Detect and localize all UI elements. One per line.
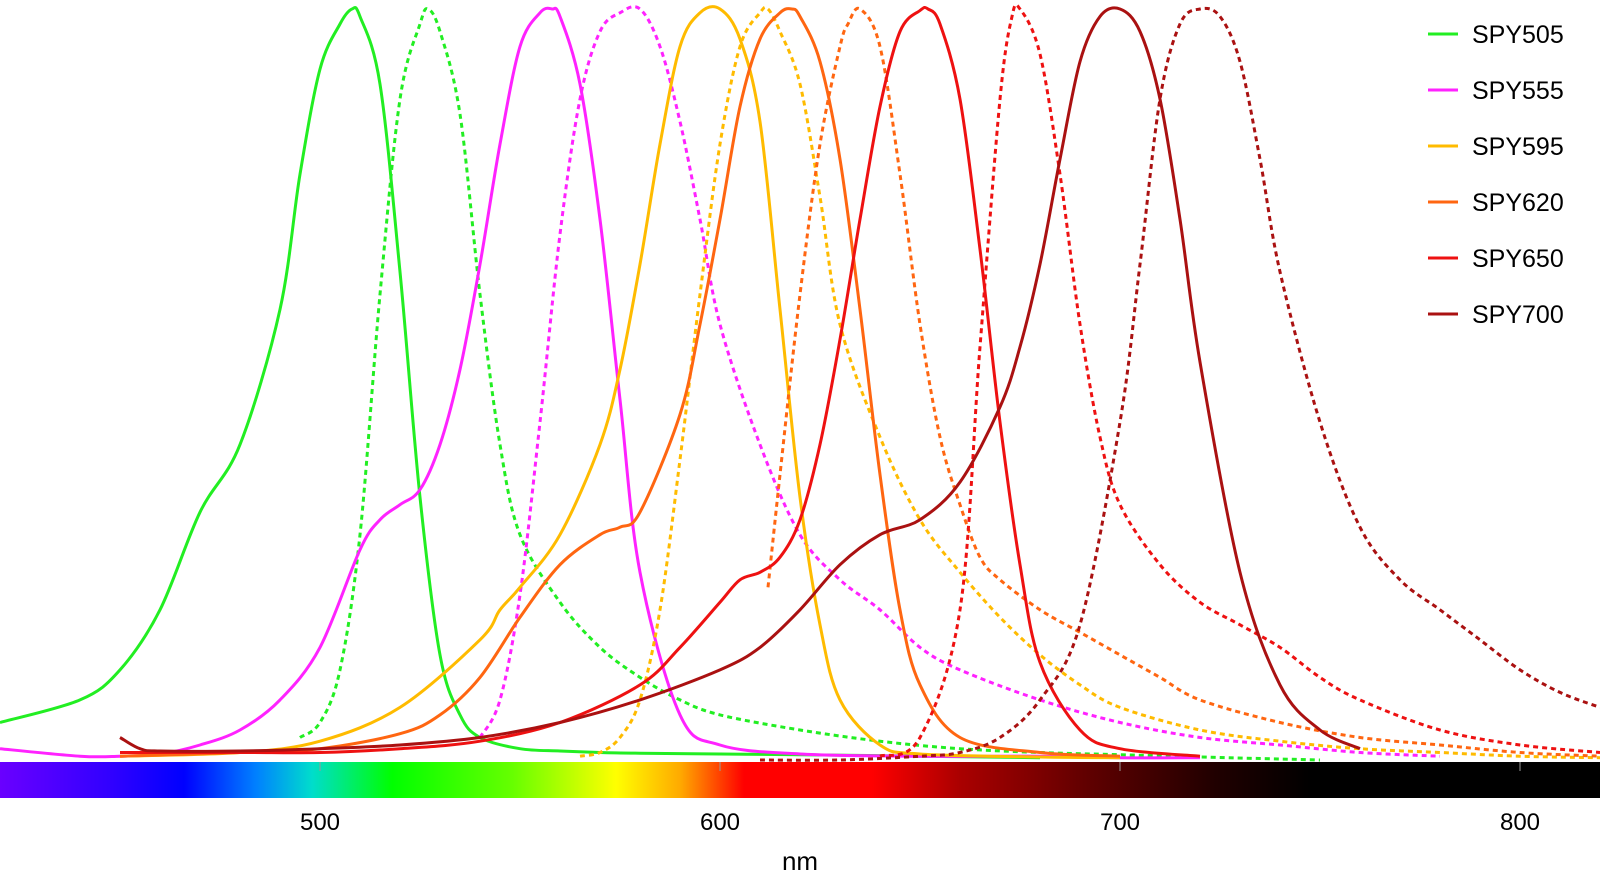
- series-spy700-emission-line: [759, 6, 1600, 762]
- legend-label-spy650: SPY650: [1472, 245, 1564, 273]
- series-spy505-emission-line: [299, 7, 1321, 762]
- x-tick-label-700: 700: [1100, 809, 1140, 836]
- series-spy620-emission-line: [766, 6, 1600, 758]
- legend: SPY505 SPY555 SPY595 SPY620 SPY650 SPY700: [1428, 21, 1564, 329]
- x-axis-label: nm: [782, 846, 818, 876]
- series-spy650-excitation-line: [120, 5, 1201, 758]
- series-spy505-excitation-line: [0, 6, 1041, 760]
- x-axis-ticks: 500 600 700 800: [300, 762, 1540, 836]
- x-tick-label-600: 600: [700, 809, 740, 836]
- legend-label-spy505: SPY505: [1472, 21, 1564, 49]
- legend-label-spy595: SPY595: [1472, 133, 1564, 161]
- spectrum-color-bar: [0, 762, 1600, 798]
- series-spy700-excitation-line: [119, 6, 1361, 753]
- series-spy620-excitation-line: [119, 7, 1121, 758]
- x-tick-label-800: 800: [1500, 809, 1540, 836]
- series-spy650-emission-line: [879, 3, 1600, 758]
- legend-label-spy555: SPY555: [1472, 77, 1564, 105]
- series-layer: [0, 3, 1600, 762]
- legend-label-spy620: SPY620: [1472, 189, 1564, 217]
- x-tick-label-500: 500: [300, 809, 340, 836]
- legend-label-spy700: SPY700: [1472, 301, 1564, 329]
- series-spy595-emission-line: [579, 5, 1600, 760]
- series-spy555-excitation-line: [0, 6, 1201, 760]
- series-spy595-excitation-line: [119, 5, 1121, 760]
- series-spy555-emission-line: [478, 5, 1441, 758]
